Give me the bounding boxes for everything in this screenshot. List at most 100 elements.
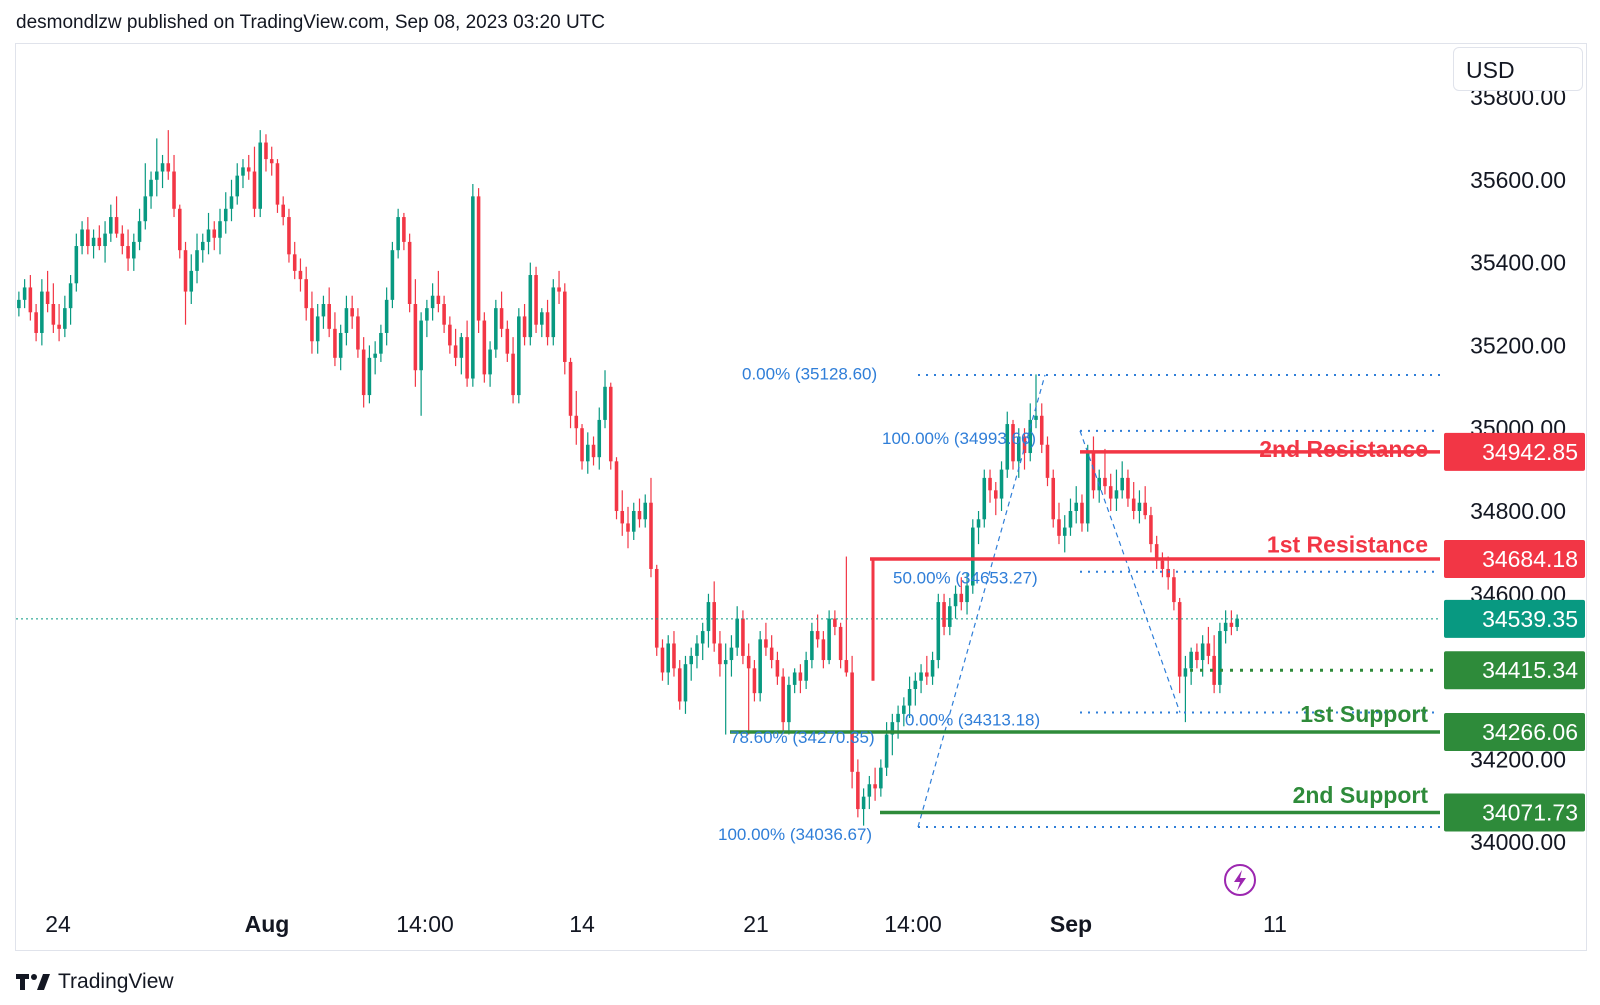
candle — [28, 275, 33, 321]
candle-body — [660, 647, 665, 673]
candle — [1183, 655, 1188, 723]
candle-body — [551, 287, 556, 338]
candle — [86, 217, 90, 255]
candle — [614, 457, 619, 520]
candle — [448, 316, 452, 354]
candle — [953, 585, 958, 619]
candle — [930, 651, 935, 685]
tradingview-logo-icon — [16, 974, 50, 990]
candle — [57, 304, 61, 342]
candle-body — [815, 631, 820, 640]
candle — [1045, 436, 1050, 487]
candle — [999, 461, 1004, 511]
candle — [591, 436, 596, 466]
candle-body — [511, 353, 515, 396]
candle-body — [453, 345, 458, 358]
candle — [223, 192, 228, 234]
candle-body — [1223, 622, 1228, 632]
candle-body — [143, 196, 148, 222]
candle-body — [471, 196, 475, 379]
candle — [706, 593, 711, 648]
candle — [143, 163, 148, 230]
candle-body — [758, 639, 762, 694]
candle-body — [1051, 477, 1056, 520]
candle-body — [361, 349, 366, 396]
candle-body — [1034, 415, 1038, 420]
candle-body — [712, 602, 716, 644]
candle-body — [626, 523, 630, 532]
candle-body — [1177, 602, 1182, 677]
candle-body — [413, 304, 418, 371]
candle — [718, 631, 722, 677]
candle-body — [953, 593, 958, 607]
candle — [695, 635, 699, 669]
candle-body — [63, 308, 67, 329]
candle — [637, 498, 642, 528]
candle-body — [344, 308, 349, 333]
candle — [821, 631, 826, 669]
candle-body — [867, 784, 872, 797]
time-tick-label: 24 — [45, 911, 71, 937]
candle — [689, 647, 693, 681]
candle-body — [177, 208, 182, 251]
candle — [683, 655, 688, 714]
candle — [63, 295, 67, 338]
candle — [120, 225, 125, 255]
candle-body — [993, 490, 998, 499]
candle — [700, 622, 705, 661]
footer-brand[interactable]: TradingView — [16, 970, 174, 994]
candle — [511, 337, 515, 404]
candle-body — [223, 208, 228, 222]
candle — [804, 651, 808, 690]
candle — [850, 655, 854, 789]
candle-body — [1085, 453, 1090, 524]
candle-body — [172, 171, 176, 209]
fib-swing-line — [1079, 430, 1181, 713]
candle-body — [166, 163, 171, 172]
fib-label: 100.00% (34993.66) — [882, 429, 1036, 448]
candle-body — [505, 328, 510, 354]
candle — [430, 283, 435, 321]
candle — [631, 502, 636, 540]
candle — [1126, 469, 1130, 507]
candle-body — [844, 660, 849, 673]
candle-body — [384, 299, 389, 333]
candle-body — [517, 316, 521, 396]
candle-body — [1080, 502, 1084, 524]
currency-selector[interactable]: USD — [1453, 47, 1583, 91]
candle — [494, 299, 498, 358]
candle-body — [1166, 568, 1170, 578]
candle — [534, 266, 538, 333]
candle — [132, 233, 136, 271]
price-label-bg — [1444, 599, 1585, 638]
candle-body — [603, 386, 607, 420]
candle-body — [1218, 631, 1222, 685]
candle-body — [1160, 560, 1165, 569]
candle — [235, 163, 240, 205]
candle-body — [114, 217, 119, 234]
candle — [517, 308, 521, 404]
candle-body — [327, 304, 331, 329]
candle — [1172, 568, 1176, 611]
lightning-icon[interactable] — [1224, 864, 1256, 896]
candle — [419, 312, 423, 416]
candle-body — [976, 519, 981, 528]
candle — [45, 270, 50, 313]
candle-body — [540, 312, 544, 325]
candle-body — [407, 241, 412, 304]
candle-body — [677, 668, 682, 702]
candle-body — [884, 734, 889, 768]
candle-body — [850, 672, 854, 772]
candle-body — [17, 299, 21, 309]
candle-body — [1028, 419, 1033, 454]
candle-body — [861, 796, 866, 810]
candle-body — [430, 295, 435, 309]
price-label-box: 34415.34 — [1444, 651, 1585, 690]
candle — [442, 295, 446, 333]
candle-body — [781, 676, 785, 723]
candle — [568, 357, 573, 429]
candle-body — [735, 618, 739, 648]
candle — [873, 767, 877, 801]
candle-body — [1149, 515, 1153, 545]
